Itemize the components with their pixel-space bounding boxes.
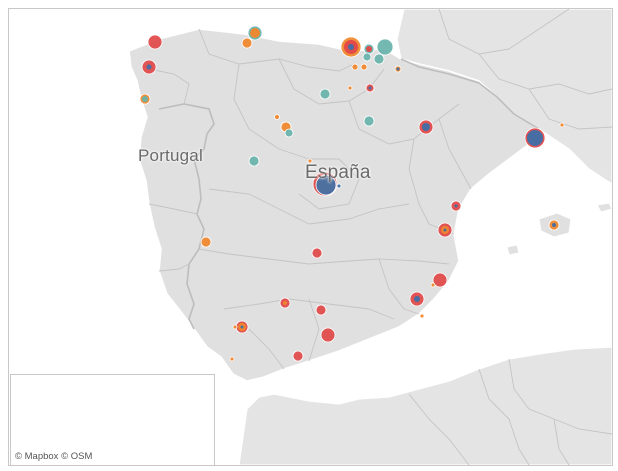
map-marker[interactable] — [351, 63, 359, 71]
marker-circle-orange[interactable] — [351, 63, 359, 71]
marker-circle-blue[interactable] — [527, 130, 543, 146]
marker-circle-red[interactable] — [320, 327, 336, 343]
map-marker[interactable] — [376, 38, 394, 56]
map-marker[interactable] — [319, 88, 331, 100]
land-africa — [238, 346, 612, 465]
map-marker[interactable] — [248, 155, 260, 167]
country-label-portugal: Portugal — [138, 146, 203, 165]
map-marker[interactable] — [450, 200, 462, 212]
markers-layer — [107, 25, 565, 415]
marker-circle-blue[interactable] — [454, 204, 458, 208]
map-marker[interactable] — [311, 247, 323, 259]
land-ibiza — [506, 244, 520, 256]
marker-circle-orange[interactable] — [200, 236, 212, 248]
marker-circle-teal[interactable] — [248, 155, 260, 167]
map-marker[interactable] — [430, 282, 436, 288]
map-marker[interactable] — [320, 327, 336, 343]
map-marker[interactable] — [347, 85, 353, 91]
marker-circle-teal[interactable] — [142, 96, 148, 102]
marker-circle-blue[interactable] — [315, 174, 337, 196]
marker-circle-orange[interactable] — [559, 122, 565, 128]
marker-circle-blue[interactable] — [146, 64, 152, 70]
map-marker[interactable] — [340, 36, 362, 58]
marker-circle-blue[interactable] — [414, 296, 420, 302]
marker-circle-orange[interactable] — [307, 158, 313, 164]
map-marker[interactable] — [365, 83, 375, 93]
map-marker[interactable] — [284, 128, 294, 138]
marker-circle-red[interactable] — [147, 34, 163, 50]
country-label-espana: España — [305, 162, 371, 183]
marker-circle-teal[interactable] — [373, 53, 385, 65]
map-marker[interactable] — [524, 127, 546, 149]
marker-circle-red[interactable] — [432, 272, 448, 288]
map-marker[interactable] — [235, 320, 249, 334]
map-marker[interactable] — [232, 324, 238, 330]
marker-circle-orange[interactable] — [360, 63, 368, 71]
marker-circle-orange[interactable] — [430, 282, 436, 288]
marker-circle-blue[interactable] — [348, 44, 354, 50]
map-marker[interactable] — [363, 43, 375, 55]
marker-circle-blue[interactable] — [396, 67, 400, 71]
marker-circle-teal[interactable] — [284, 128, 294, 138]
map-attribution: © Mapbox © OSM — [15, 451, 93, 462]
marker-circle-orange[interactable] — [250, 28, 260, 38]
map-marker[interactable] — [373, 53, 385, 65]
map-marker[interactable] — [307, 158, 313, 164]
marker-circle-blue[interactable] — [552, 223, 556, 227]
marker-circle-red[interactable] — [311, 247, 323, 259]
marker-circle-blue[interactable] — [443, 228, 447, 232]
marker-circle-teal[interactable] — [362, 52, 372, 62]
marker-circle-red[interactable] — [366, 46, 372, 52]
marker-circle-teal[interactable] — [363, 115, 375, 127]
map-marker[interactable] — [432, 272, 448, 288]
marker-circle-orange[interactable] — [283, 301, 287, 305]
map-marker[interactable] — [362, 52, 372, 62]
map-marker[interactable] — [394, 65, 402, 73]
land-menorca — [596, 202, 612, 213]
marker-circle-orange[interactable] — [274, 114, 280, 120]
marker-circle-teal[interactable] — [319, 88, 331, 100]
marker-circle-blue[interactable] — [368, 86, 372, 90]
map-view[interactable]: Portugal España © Mapbox © OSM — [8, 8, 613, 466]
map-marker[interactable] — [241, 37, 253, 49]
map-marker[interactable] — [147, 34, 163, 50]
border-france — [400, 58, 540, 130]
map-marker[interactable] — [409, 291, 425, 307]
border-portugal — [158, 103, 215, 330]
map-marker[interactable] — [247, 25, 263, 41]
map-marker[interactable] — [274, 114, 280, 120]
map-marker[interactable] — [229, 356, 235, 362]
marker-circle-blue[interactable] — [336, 183, 342, 189]
marker-circle-teal[interactable] — [376, 38, 394, 56]
map-marker[interactable] — [548, 219, 560, 231]
map-marker[interactable] — [315, 304, 327, 316]
map-marker[interactable] — [559, 122, 565, 128]
map-marker[interactable] — [139, 93, 151, 105]
map-marker[interactable] — [279, 297, 291, 309]
canary-islands-inset — [10, 374, 215, 465]
map-marker[interactable] — [419, 313, 425, 319]
map-marker[interactable] — [418, 119, 434, 135]
marker-circle-red[interactable] — [292, 350, 304, 362]
marker-circle-orange[interactable] — [419, 313, 425, 319]
marker-circle-blue[interactable] — [422, 123, 430, 131]
map-marker[interactable] — [336, 183, 342, 189]
marker-circle-blue[interactable] — [240, 325, 244, 329]
marker-circle-orange[interactable] — [241, 37, 253, 49]
marker-circle-orange[interactable] — [347, 85, 353, 91]
map-marker[interactable] — [292, 350, 304, 362]
map-marker[interactable] — [200, 236, 212, 248]
africa-borders — [408, 358, 612, 465]
map-marker[interactable] — [437, 222, 453, 238]
marker-circle-red[interactable] — [315, 304, 327, 316]
map-marker[interactable] — [141, 59, 157, 75]
marker-circle-orange[interactable] — [229, 356, 235, 362]
marker-circle-orange[interactable] — [232, 324, 238, 330]
map-marker[interactable] — [360, 63, 368, 71]
map-marker[interactable] — [363, 115, 375, 127]
map-marker[interactable] — [315, 174, 337, 196]
